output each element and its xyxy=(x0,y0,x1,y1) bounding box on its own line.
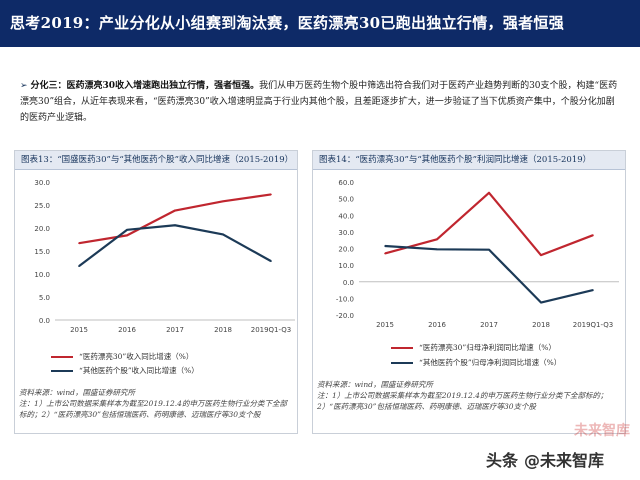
y-tick-label: 50.0 xyxy=(338,196,354,204)
summary-lead: 分化三：医药漂亮30收入增速跑出独立行情，强者恒强。 xyxy=(30,81,260,91)
data-point xyxy=(436,248,438,251)
legend-swatch xyxy=(51,370,73,372)
data-point xyxy=(384,252,386,255)
series-line-2 xyxy=(384,244,594,304)
legend-swatch xyxy=(51,356,73,358)
y-tick-label: 10.0 xyxy=(34,271,50,279)
chart-revenue: 0.0 5.0 10.0 15.0 20.0 25.0 30.0 2015 2016 2017 20… xyxy=(34,179,295,334)
chart-title: 图表13：“国盛医药30”与“其他医药个股”收入同比增速（2015-2019） xyxy=(15,151,297,170)
x-tick-label: 2018 xyxy=(214,326,232,334)
y-tick-label: 20.0 xyxy=(338,246,354,254)
summary-paragraph: ➢ 分化三：医药漂亮30收入增速跑出独立行情，强者恒强。我们从申万医药生物个股中筛… xyxy=(20,78,620,126)
data-point xyxy=(126,234,128,237)
data-point xyxy=(222,233,224,236)
data-point xyxy=(174,224,176,227)
legend-swatch xyxy=(391,362,413,364)
legend-item: “其他医药个股”归母净利润同比增速（%） xyxy=(391,357,561,368)
data-point xyxy=(270,260,272,262)
data-point xyxy=(436,238,438,241)
chart-panel-revenue: 图表13：“国盛医药30”与“其他医药个股”收入同比增速（2015-2019） … xyxy=(14,150,298,434)
data-point xyxy=(174,209,176,212)
y-tick-label: 30.0 xyxy=(34,179,50,187)
y-tick-label: 25.0 xyxy=(34,202,50,210)
chevron-right-icon: ➢ xyxy=(20,81,28,91)
x-tick-label: 2018 xyxy=(532,321,550,329)
chart-title: 图表14：“医药漂亮30”与“其他医药个股”利润同比增速（2015-2019） xyxy=(313,151,625,170)
data-point xyxy=(126,229,128,231)
y-tick-label: 60.0 xyxy=(338,179,354,187)
header-bar: 思考2019：产业分化从小组赛到淘汰赛，医药漂亮30已跑出独立行情，强者恒强 xyxy=(0,0,640,47)
x-tick-label: 2015 xyxy=(376,321,394,329)
watermark-faint: 未来智库 xyxy=(574,423,630,439)
data-point xyxy=(488,192,490,194)
y-tick-label: 5.0 xyxy=(39,294,50,302)
data-point xyxy=(78,242,80,244)
data-point xyxy=(488,248,490,251)
chart-panel-profit: 图表14：“医药漂亮30”与“其他医药个股”利润同比增速（2015-2019） … xyxy=(312,150,626,434)
legend-item: “其他医药个股”收入同比增速（%） xyxy=(51,365,199,376)
y-tick-label: 0.0 xyxy=(39,317,50,325)
x-tick-label: 2019Q1-Q3 xyxy=(573,321,614,329)
data-point xyxy=(540,254,542,256)
legend-item: “医药漂亮30”归母净利润同比增速（%） xyxy=(391,342,556,353)
x-tick-label: 2016 xyxy=(118,326,136,334)
chart-profit: -20.0 -10.0 0.0 10.0 20.0 30.0 40.0 50.0 60.0 201… xyxy=(336,179,619,329)
y-tick-label: 20.0 xyxy=(34,225,50,233)
y-tick-label: -20.0 xyxy=(336,312,354,320)
x-tick-label: 2019Q1-Q3 xyxy=(251,326,292,334)
data-point xyxy=(222,200,224,203)
y-tick-label: 30.0 xyxy=(338,229,354,237)
series-line-1 xyxy=(384,191,594,257)
watermark-label: 头条 xyxy=(486,451,519,470)
y-tick-label: 15.0 xyxy=(34,248,50,256)
y-tick-label: 0.0 xyxy=(343,279,354,287)
chart-source: 资料来源：wind，国盛证券研究所 注：1）上市公司数据采集样本为截至2019.… xyxy=(19,388,287,419)
data-point xyxy=(540,301,542,304)
data-point xyxy=(78,265,80,267)
legend-item: “医药漂亮30”收入同比增速（%） xyxy=(51,351,193,362)
x-tick-label: 2017 xyxy=(480,321,498,329)
x-tick-label: 2015 xyxy=(70,326,88,334)
summary-body: 我们从申万医药生物个股中筛选出符合我们对于医药产业趋势判断的30支个股，构建“医… xyxy=(20,81,618,123)
series-line-2 xyxy=(78,224,272,268)
y-tick-label: 40.0 xyxy=(338,212,354,220)
series-line-1 xyxy=(78,193,272,245)
data-point xyxy=(270,193,272,196)
x-tick-label: 2017 xyxy=(166,326,184,334)
data-point xyxy=(592,234,594,236)
data-point xyxy=(384,245,386,247)
y-tick-label: 10.0 xyxy=(338,262,354,270)
data-point xyxy=(592,289,594,291)
legend-swatch xyxy=(391,347,413,349)
page-title: 思考2019：产业分化从小组赛到淘汰赛，医药漂亮30已跑出独立行情，强者恒强 xyxy=(10,14,565,32)
x-tick-label: 2016 xyxy=(428,321,446,329)
chart-source: 资料来源：wind，国盛证券研究所 注：1）上市公司数据采集样本为截至2019.… xyxy=(317,380,608,411)
y-tick-label: -10.0 xyxy=(336,295,354,303)
watermark-brand: @未来智库 xyxy=(524,451,605,470)
